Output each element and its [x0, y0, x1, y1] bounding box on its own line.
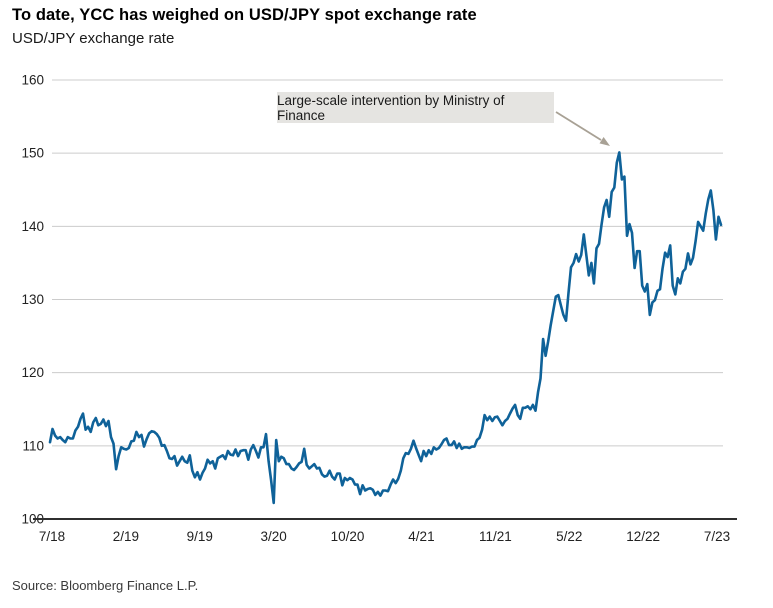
x-tick-label: 12/22 — [626, 529, 660, 544]
y-tick-label: 110 — [22, 438, 44, 453]
gridlines — [52, 79, 723, 447]
y-axis-tick-labels: 160 150 140 130 120 110 100 — [21, 73, 44, 527]
chart-title: To date, YCC has weighed on USD/JPY spot… — [12, 6, 477, 24]
chart-subtitle: USD/JPY exchange rate — [12, 30, 175, 47]
x-tick-label: 3/20 — [261, 529, 287, 544]
x-tick-label: 2/19 — [113, 529, 139, 544]
y-tick-label: 120 — [21, 365, 44, 380]
x-tick-label: 4/21 — [408, 529, 434, 544]
x-tick-label: 11/21 — [479, 529, 512, 544]
x-tick-label: 10/20 — [331, 529, 365, 544]
y-tick-label: 140 — [21, 219, 44, 234]
x-tick-label: 5/22 — [556, 529, 582, 544]
annotation-arrow — [555, 111, 610, 146]
x-tick-label: 7/23 — [704, 529, 730, 544]
annotation-box: Large-scale intervention by Ministry of … — [277, 92, 554, 123]
x-tick-label: 9/19 — [187, 529, 213, 544]
y-tick-label: 130 — [21, 292, 44, 307]
annotation-arrow-line — [555, 111, 602, 141]
y-tick-label: 160 — [21, 73, 44, 88]
source-note: Source: Bloomberg Finance L.P. — [12, 578, 199, 593]
x-axis-tick-labels: 7/18 2/19 9/19 3/20 10/20 4/21 11/21 5/22 12/22 7… — [39, 529, 730, 544]
usdjpy-series-line — [48, 151, 723, 505]
annotation-arrow-head — [599, 137, 610, 146]
y-tick-label: 150 — [21, 146, 44, 161]
y-tick-label: 100 — [21, 512, 44, 527]
x-tick-label: 7/18 — [39, 529, 65, 544]
